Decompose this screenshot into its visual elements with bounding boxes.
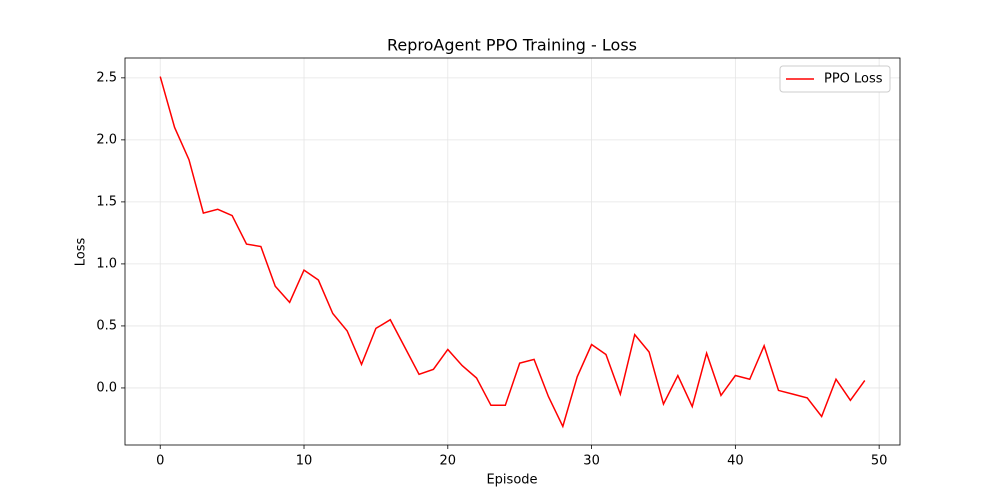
y-tick-label: 0.0: [96, 380, 117, 395]
x-tick-label: 10: [296, 454, 313, 469]
y-tick-label: 2.5: [96, 70, 117, 85]
y-axis-label: Loss: [74, 238, 89, 267]
y-tick-label: 1.5: [96, 194, 117, 209]
y-tick-label: 0.5: [96, 318, 117, 333]
x-tick-label: 30: [583, 454, 600, 469]
legend-box: [779, 65, 891, 93]
x-tick-label: 40: [727, 454, 744, 469]
x-tick-label: 50: [871, 454, 888, 469]
line: [159, 76, 866, 429]
x-tick-label: 0: [156, 454, 164, 469]
chart-title: ReproAgent PPO Training - Loss: [387, 36, 637, 55]
y-tick-label: 1.0: [96, 256, 117, 271]
y-tick-label: 2.0: [96, 132, 117, 147]
legend: PPO Loss: [779, 65, 891, 93]
x-tick-label: 20: [440, 454, 457, 469]
plot-frame: [124, 57, 901, 446]
x-axis-label: Episode: [486, 473, 537, 488]
legend-label: PPO Loss: [824, 72, 883, 87]
